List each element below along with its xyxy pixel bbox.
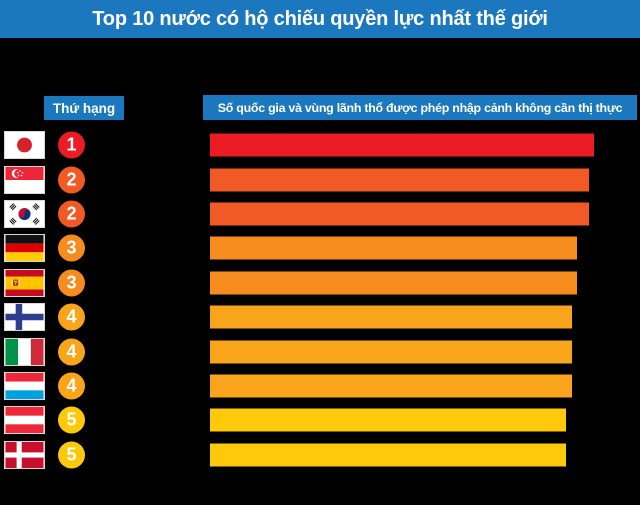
rank-bar-austria <box>210 408 566 432</box>
flag-spain-icon <box>4 268 45 297</box>
flag-finland-icon <box>4 303 45 332</box>
value-axis-header: Số quốc gia và vùng lãnh thổ được phép n… <box>203 95 637 120</box>
flag-south-korea-icon <box>4 199 45 228</box>
rank-bar-finland <box>210 305 572 329</box>
passport-rank-row: 4 <box>0 300 640 334</box>
rank-badge: 4 <box>58 303 85 331</box>
rank-badge: 3 <box>58 269 85 297</box>
flag-denmark-icon <box>4 440 45 469</box>
rank-bar-luxembourg <box>210 374 572 398</box>
rank-badge: 5 <box>58 441 85 469</box>
rank-badge: 1 <box>58 131 85 159</box>
rank-bar-italy <box>210 340 572 364</box>
rank-badge: 2 <box>58 200 85 228</box>
passport-rank-row: 4 <box>0 334 640 368</box>
passport-rank-row: 3 <box>0 231 640 265</box>
passport-rank-row: 5 <box>0 438 640 472</box>
page-title: Top 10 nước có hộ chiếu quyền lực nhất t… <box>0 0 640 38</box>
passport-rank-row: 3 <box>0 266 640 300</box>
rank-column-header: Thứ hạng <box>44 96 124 120</box>
rank-bar-singapore <box>210 168 589 192</box>
flag-germany-icon <box>4 234 45 263</box>
rank-badge: 5 <box>58 406 85 434</box>
flag-singapore-icon <box>4 165 45 194</box>
rank-bar-south-korea <box>210 202 589 226</box>
passport-rank-row: 1 <box>0 128 640 162</box>
flag-austria-icon <box>4 406 45 435</box>
rank-badge: 2 <box>58 166 85 194</box>
flag-italy-icon <box>4 337 45 366</box>
passport-rank-row: 2 <box>0 197 640 231</box>
rank-bar-spain <box>210 271 577 295</box>
passport-rank-row: 5 <box>0 403 640 437</box>
rank-badge: 3 <box>58 234 85 262</box>
flag-luxembourg-icon <box>4 371 45 400</box>
passport-rank-row: 4 <box>0 369 640 403</box>
rank-badge: 4 <box>58 338 85 366</box>
rank-bar-denmark <box>210 443 566 467</box>
rank-bar-japan <box>210 133 594 157</box>
rank-bar-germany <box>210 236 577 260</box>
rank-badge: 4 <box>58 372 85 400</box>
passport-rank-row: 2 <box>0 162 640 196</box>
flag-japan-icon <box>4 131 45 160</box>
rank-rows: 1 2 2 3 3 4 4 4 5 <box>0 128 640 472</box>
